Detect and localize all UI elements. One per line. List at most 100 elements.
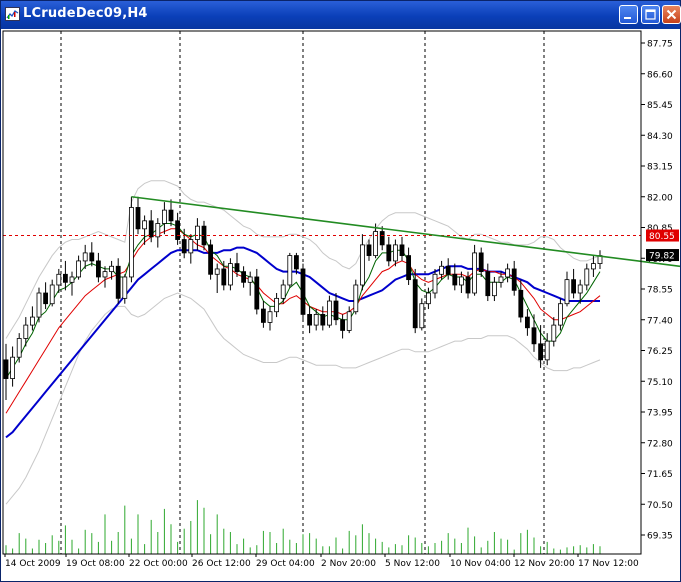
candle (518, 279, 524, 323)
candle-body (538, 343, 543, 361)
date-tick-label: 17 Nov 12:00 (578, 559, 639, 569)
price-tick-label: 78.55 (647, 286, 673, 296)
candle (227, 258, 233, 291)
candle (36, 287, 42, 323)
candle (558, 298, 563, 331)
candle (155, 218, 161, 248)
candle (56, 268, 62, 294)
candle (392, 239, 398, 267)
candle-body (558, 303, 563, 326)
candle-body (307, 314, 313, 326)
minimize-button[interactable] (619, 5, 638, 24)
band-lower (5, 292, 601, 505)
minimize-icon (624, 17, 631, 19)
trendline (131, 195, 680, 268)
candle (591, 255, 596, 277)
candle-body (544, 340, 550, 361)
candle-body (109, 265, 114, 273)
candle-body (287, 255, 293, 286)
candle-body (571, 279, 576, 294)
close-button[interactable] (662, 5, 681, 24)
time-axis: 14 Oct 2009 19 Oct 08:00 22 Oct 00:00 26 Oc… (4, 554, 639, 569)
candle-body (485, 271, 491, 297)
candle (340, 314, 346, 339)
price-tick-label: 72.80 (647, 439, 673, 449)
price-chart[interactable]: 87.7586.6085.4584.3083.1582.0080.8579.70… (1, 29, 680, 581)
candle-body (43, 292, 48, 305)
candle (43, 282, 48, 310)
chart-area[interactable]: 87.7586.6085.4584.3083.1582.0080.8579.70… (1, 29, 680, 581)
candle-body (525, 316, 530, 329)
candle-body (128, 207, 134, 278)
band-upper (5, 180, 601, 339)
current-price-label: 79.82 (649, 252, 675, 262)
candle-body (161, 209, 167, 224)
candle-body (392, 244, 398, 262)
candle-body (280, 284, 286, 299)
candle-body (591, 263, 596, 270)
title-bar[interactable]: LCrudeDec09,H4 (1, 1, 681, 29)
candle (366, 239, 372, 261)
candle (188, 234, 194, 264)
date-tick-label: 10 Nov 04:00 (450, 559, 511, 569)
candle (498, 271, 504, 288)
candle-body (300, 268, 306, 315)
candle (511, 260, 517, 296)
candle (122, 274, 128, 304)
candle (181, 228, 187, 259)
candle-body (445, 265, 451, 275)
candle (161, 202, 167, 235)
candle-body (208, 244, 214, 275)
candle-body (56, 273, 62, 286)
candle (472, 244, 478, 296)
candle-body (135, 207, 141, 230)
candle (135, 196, 141, 235)
candle (82, 244, 88, 269)
maximize-button[interactable] (641, 5, 660, 24)
price-tick-label: 73.95 (647, 409, 673, 419)
candle-body (175, 220, 181, 240)
candle-body (267, 311, 273, 323)
candle (412, 268, 418, 334)
candle-body (320, 314, 326, 326)
candle (425, 287, 431, 310)
candle (128, 196, 134, 283)
price-tick-label: 84.30 (647, 132, 673, 142)
candle (544, 333, 550, 366)
price-tick-label: 82.00 (647, 193, 673, 203)
candle (386, 236, 392, 267)
candle (69, 271, 75, 296)
candle (432, 268, 438, 299)
drawn-lines (3, 195, 680, 268)
candle-body (452, 273, 458, 286)
price-tick-label: 77.40 (647, 316, 673, 326)
candle (102, 266, 108, 288)
candle-body (89, 252, 95, 262)
candle (214, 263, 220, 294)
date-tick-label: 29 Oct 04:00 (256, 559, 315, 569)
candle (406, 247, 412, 285)
candle-body (181, 239, 187, 254)
candle (267, 306, 273, 331)
candle (23, 317, 29, 347)
chart-window-icon (5, 7, 20, 21)
candle-body (194, 225, 200, 240)
candle-body (340, 319, 346, 331)
candle-body (3, 359, 9, 379)
candle (359, 234, 365, 291)
candle (353, 279, 359, 315)
candle-body (379, 231, 385, 246)
candle (175, 212, 181, 245)
candle (208, 239, 214, 280)
price-tick-label: 71.65 (647, 470, 673, 480)
candle-body (274, 297, 280, 313)
candle-body (472, 252, 478, 294)
candle (300, 263, 306, 320)
candle-body (412, 279, 418, 329)
candle (564, 271, 570, 307)
candle (49, 279, 55, 307)
candle-body (333, 300, 339, 321)
candle-body (260, 308, 266, 323)
date-tick-label: 2 Nov 20:00 (321, 559, 376, 569)
price-tick-label: 86.60 (647, 70, 673, 80)
